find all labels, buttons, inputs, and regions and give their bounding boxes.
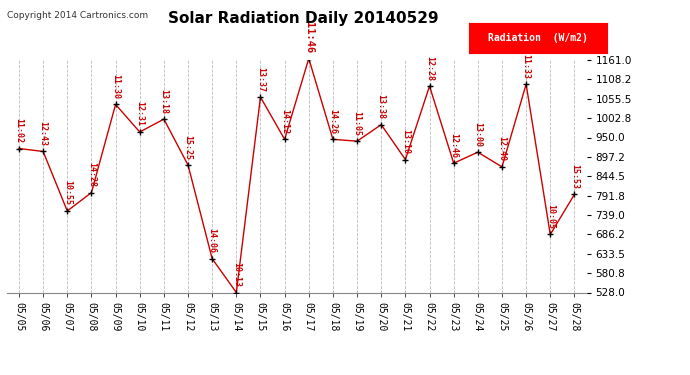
Text: 12:43: 12:43 <box>39 121 48 146</box>
Text: 12:28: 12:28 <box>425 56 434 81</box>
Text: 14:28: 14:28 <box>87 162 96 187</box>
Text: 13:38: 13:38 <box>377 94 386 119</box>
Text: 15:25: 15:25 <box>184 135 193 159</box>
Text: 13:00: 13:00 <box>473 122 482 147</box>
Text: 10:55: 10:55 <box>63 180 72 206</box>
Text: 11:30: 11:30 <box>111 74 120 99</box>
Text: 10:13: 10:13 <box>232 262 241 287</box>
Text: 12:46: 12:46 <box>449 133 458 158</box>
Text: Copyright 2014 Cartronics.com: Copyright 2014 Cartronics.com <box>7 11 148 20</box>
Text: 11:33: 11:33 <box>522 54 531 79</box>
Text: Solar Radiation Daily 20140529: Solar Radiation Daily 20140529 <box>168 11 439 26</box>
Text: 11:05: 11:05 <box>353 111 362 136</box>
Text: 11:46: 11:46 <box>304 22 314 53</box>
Text: 13:18: 13:18 <box>159 88 168 114</box>
Text: 14:06: 14:06 <box>208 228 217 253</box>
Text: Radiation  (W/m2): Radiation (W/m2) <box>489 33 588 42</box>
Text: 13:10: 13:10 <box>401 129 410 154</box>
Text: 11:02: 11:02 <box>14 118 23 143</box>
Text: 15:53: 15:53 <box>570 164 579 189</box>
Text: 10:05: 10:05 <box>546 204 555 229</box>
Text: 12:40: 12:40 <box>497 136 506 161</box>
Text: 14:12: 14:12 <box>280 109 289 134</box>
Text: 14:26: 14:26 <box>328 109 337 134</box>
Text: 12:31: 12:31 <box>135 102 144 126</box>
Text: 13:37: 13:37 <box>256 67 265 92</box>
